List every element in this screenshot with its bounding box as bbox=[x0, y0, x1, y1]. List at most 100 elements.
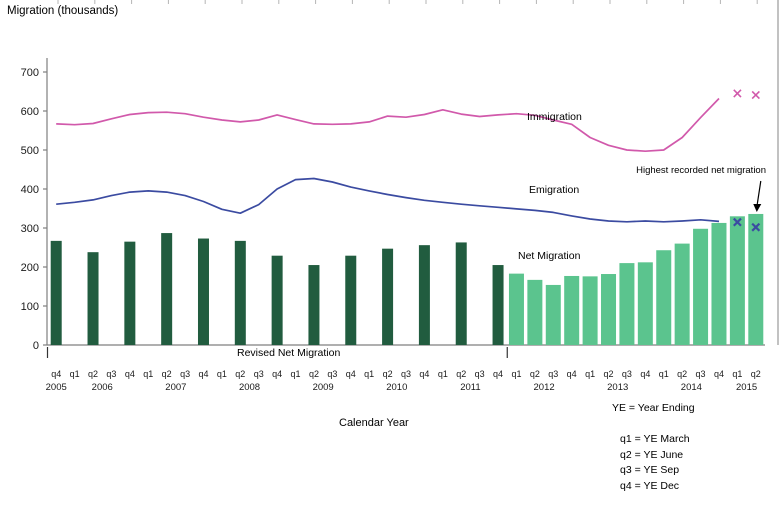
immigration-x-marker bbox=[733, 89, 742, 98]
y-tick-label: 400 bbox=[21, 184, 39, 196]
revised_net-bar bbox=[345, 255, 357, 345]
net-bar bbox=[619, 263, 635, 345]
immigration-series-label: Immigration bbox=[527, 111, 582, 123]
revised_net-bar bbox=[124, 241, 136, 345]
x-quarter-label: q3 bbox=[475, 369, 485, 379]
x-quarter-label: q2 bbox=[162, 369, 172, 379]
x-quarter-label: q1 bbox=[511, 369, 521, 379]
x-quarter-label: q2 bbox=[309, 369, 319, 379]
x-quarter-label: q2 bbox=[235, 369, 245, 379]
x-quarter-label: q1 bbox=[438, 369, 448, 379]
x-quarter-label: q4 bbox=[346, 369, 356, 379]
net-bar bbox=[748, 213, 764, 345]
x-year-label: 2015 bbox=[736, 382, 757, 393]
x-quarter-label: q4 bbox=[567, 369, 577, 379]
x-year-label: 2014 bbox=[681, 382, 702, 393]
net-bar bbox=[674, 243, 690, 345]
revised_net-bar bbox=[87, 252, 99, 345]
x-quarter-label: q2 bbox=[751, 369, 761, 379]
x-quarter-label: q4 bbox=[493, 369, 503, 379]
y-tick-label: 500 bbox=[21, 145, 39, 157]
x-quarter-label: q3 bbox=[401, 369, 411, 379]
y-tick-label: 200 bbox=[21, 262, 39, 274]
x-quarter-label: q2 bbox=[383, 369, 393, 379]
legend-item-q1: q1 = YE March bbox=[620, 433, 690, 445]
x-year-label: 2008 bbox=[239, 382, 260, 393]
x-quarter-label: q1 bbox=[659, 369, 669, 379]
net-bar bbox=[711, 222, 727, 345]
y-tick-label: 600 bbox=[21, 106, 39, 118]
revised_net-bar bbox=[271, 255, 283, 345]
emigration-x-marker bbox=[733, 217, 742, 227]
revised_net-bar bbox=[197, 238, 209, 345]
net-bar bbox=[601, 274, 617, 345]
net-bar bbox=[527, 279, 543, 345]
x-quarter-label: q3 bbox=[327, 369, 337, 379]
emigration-x-marker bbox=[751, 222, 761, 232]
x-quarter-label: q2 bbox=[88, 369, 98, 379]
revised_net-bar bbox=[418, 245, 430, 345]
x-quarter-label: q4 bbox=[714, 369, 724, 379]
legend-heading: YE = Year Ending bbox=[612, 402, 695, 414]
x-year-label: 2012 bbox=[534, 382, 555, 393]
immigration-line bbox=[56, 97, 720, 153]
quarter-legend: YE = Year Ending q1 = YE March q2 = YE J… bbox=[612, 402, 695, 494]
x-quarter-label: q1 bbox=[70, 369, 80, 379]
revised_net-bar bbox=[308, 265, 320, 345]
x-year-label: 2013 bbox=[607, 382, 628, 393]
revised_net-bar bbox=[382, 248, 394, 345]
x-quarter-label: q2 bbox=[530, 369, 540, 379]
x-quarter-label: q3 bbox=[548, 369, 558, 379]
net-migration-series-label: Net Migration bbox=[518, 250, 581, 262]
y-axis-title: Migration (thousands) bbox=[7, 5, 119, 17]
legend-item-q3: q3 = YE Sep bbox=[620, 464, 680, 476]
revised_net-bar bbox=[234, 240, 246, 345]
x-quarter-label: q1 bbox=[291, 369, 301, 379]
x-quarter-label: q4 bbox=[198, 369, 208, 379]
net-bar bbox=[729, 216, 745, 345]
revised_net-bar bbox=[492, 265, 504, 345]
net-bar bbox=[564, 275, 580, 345]
y-tick-label: 700 bbox=[21, 67, 39, 79]
highest-net-migration-annotation: Highest recorded net migration bbox=[636, 165, 766, 176]
annotation-arrow-line bbox=[756, 180, 762, 205]
x-year-label: 2011 bbox=[460, 382, 480, 393]
x-year-label: 2005 bbox=[46, 382, 67, 393]
immigration-x-marker bbox=[751, 90, 760, 100]
net-bar bbox=[656, 250, 672, 345]
y-tick-label: 100 bbox=[21, 301, 39, 313]
revised_net-bar bbox=[161, 233, 173, 345]
x-quarter-label: q3 bbox=[106, 369, 116, 379]
x-quarter-label: q4 bbox=[640, 369, 650, 379]
emigration-line bbox=[56, 177, 720, 223]
x-quarter-label: q2 bbox=[677, 369, 687, 379]
x-quarter-label: q2 bbox=[604, 369, 614, 379]
revised-net-migration-label: Revised Net Migration bbox=[237, 347, 341, 359]
x-quarter-label: q4 bbox=[51, 369, 61, 379]
x-year-label: 2006 bbox=[92, 382, 113, 393]
x-quarter-label: q3 bbox=[696, 369, 706, 379]
y-tick-label: 0 bbox=[33, 340, 39, 352]
x-quarter-label: q1 bbox=[364, 369, 374, 379]
annotation-arrowhead bbox=[753, 203, 762, 212]
y-tick-label: 300 bbox=[21, 223, 39, 235]
x-quarter-label: q1 bbox=[217, 369, 227, 379]
x-quarter-label: q4 bbox=[419, 369, 429, 379]
net-bar bbox=[508, 273, 524, 345]
x-year-label: 2010 bbox=[386, 382, 407, 393]
emigration-series-label: Emigration bbox=[529, 184, 580, 196]
net-bar bbox=[545, 284, 561, 345]
net-bar bbox=[693, 228, 709, 345]
revised_net-bar bbox=[50, 240, 62, 345]
x-year-label: 2007 bbox=[165, 382, 186, 393]
legend-item-q4: q4 = YE Dec bbox=[620, 479, 680, 492]
x-year-label: 2009 bbox=[313, 382, 334, 393]
x-quarter-label: q3 bbox=[180, 369, 190, 379]
legend-item-q2: q2 = YE June bbox=[620, 448, 684, 461]
x-quarter-label: q4 bbox=[125, 369, 135, 379]
x-quarter-label: q2 bbox=[456, 369, 466, 379]
x-quarter-label: q1 bbox=[732, 369, 742, 379]
x-quarter-label: q3 bbox=[622, 369, 632, 379]
